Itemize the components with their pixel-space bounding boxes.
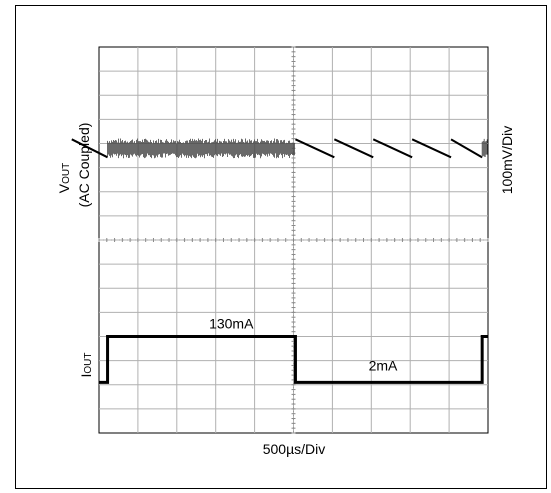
- annotation-130ma: 130mA: [209, 316, 254, 332]
- vout-label-coupling: (AC Coupled): [76, 123, 92, 208]
- vout-label: VOUT: [56, 163, 72, 193]
- vout-sawtooth: [71, 138, 109, 159]
- iout-trace: [99, 335, 488, 384]
- vout-ripple-band: [481, 138, 488, 158]
- iout-label: IOUT: [78, 353, 94, 378]
- figure-frame: [15, 5, 547, 489]
- annotation-2ma: 2mA: [369, 357, 398, 373]
- vout-ripple-band: [107, 138, 295, 159]
- vout-scale-label: 100mV/Div: [499, 126, 515, 194]
- x-axis-label: 500µs/Div: [263, 441, 326, 457]
- vout-sawtooth: [295, 138, 483, 159]
- iout-waveform: [99, 335, 488, 384]
- vout-trace: [71, 138, 488, 159]
- grid: [98, 46, 489, 434]
